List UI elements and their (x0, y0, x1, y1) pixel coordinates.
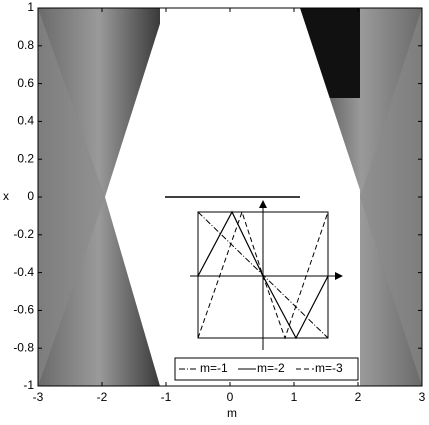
legend-entry: m=-2 (257, 361, 285, 375)
y-tick-label: -1 (23, 378, 34, 392)
x-tick-label: 0 (227, 390, 234, 404)
x-axis-label: m (227, 406, 237, 420)
y-tick-label: -0.2 (13, 227, 34, 241)
x-tick-label: -2 (97, 390, 108, 404)
y-axis-label: x (3, 189, 9, 203)
legend-entry: m=-3 (315, 361, 343, 375)
y-tick-label: 1 (27, 0, 34, 14)
y-tick-label: -0.4 (13, 265, 34, 279)
y-tick-label: 0.4 (17, 114, 34, 128)
x-tick-label: -1 (161, 390, 172, 404)
x-tick-label: -3 (33, 390, 44, 404)
legend-entry: m=-1 (200, 361, 228, 375)
y-tick-label: 0 (27, 189, 34, 203)
x-tick-label: 2 (355, 390, 362, 404)
y-tick-label: -0.6 (13, 303, 34, 317)
y-tick-label: 0.8 (17, 38, 34, 52)
x-tick-label: 1 (291, 390, 298, 404)
y-tick-label: -0.8 (13, 340, 34, 354)
inset: m=-1 m=-2 m=-3 (174, 200, 359, 381)
x-tick-label: 3 (419, 390, 426, 404)
y-tick-label: 0.6 (17, 76, 34, 90)
y-tick-label: 0.2 (17, 151, 34, 165)
